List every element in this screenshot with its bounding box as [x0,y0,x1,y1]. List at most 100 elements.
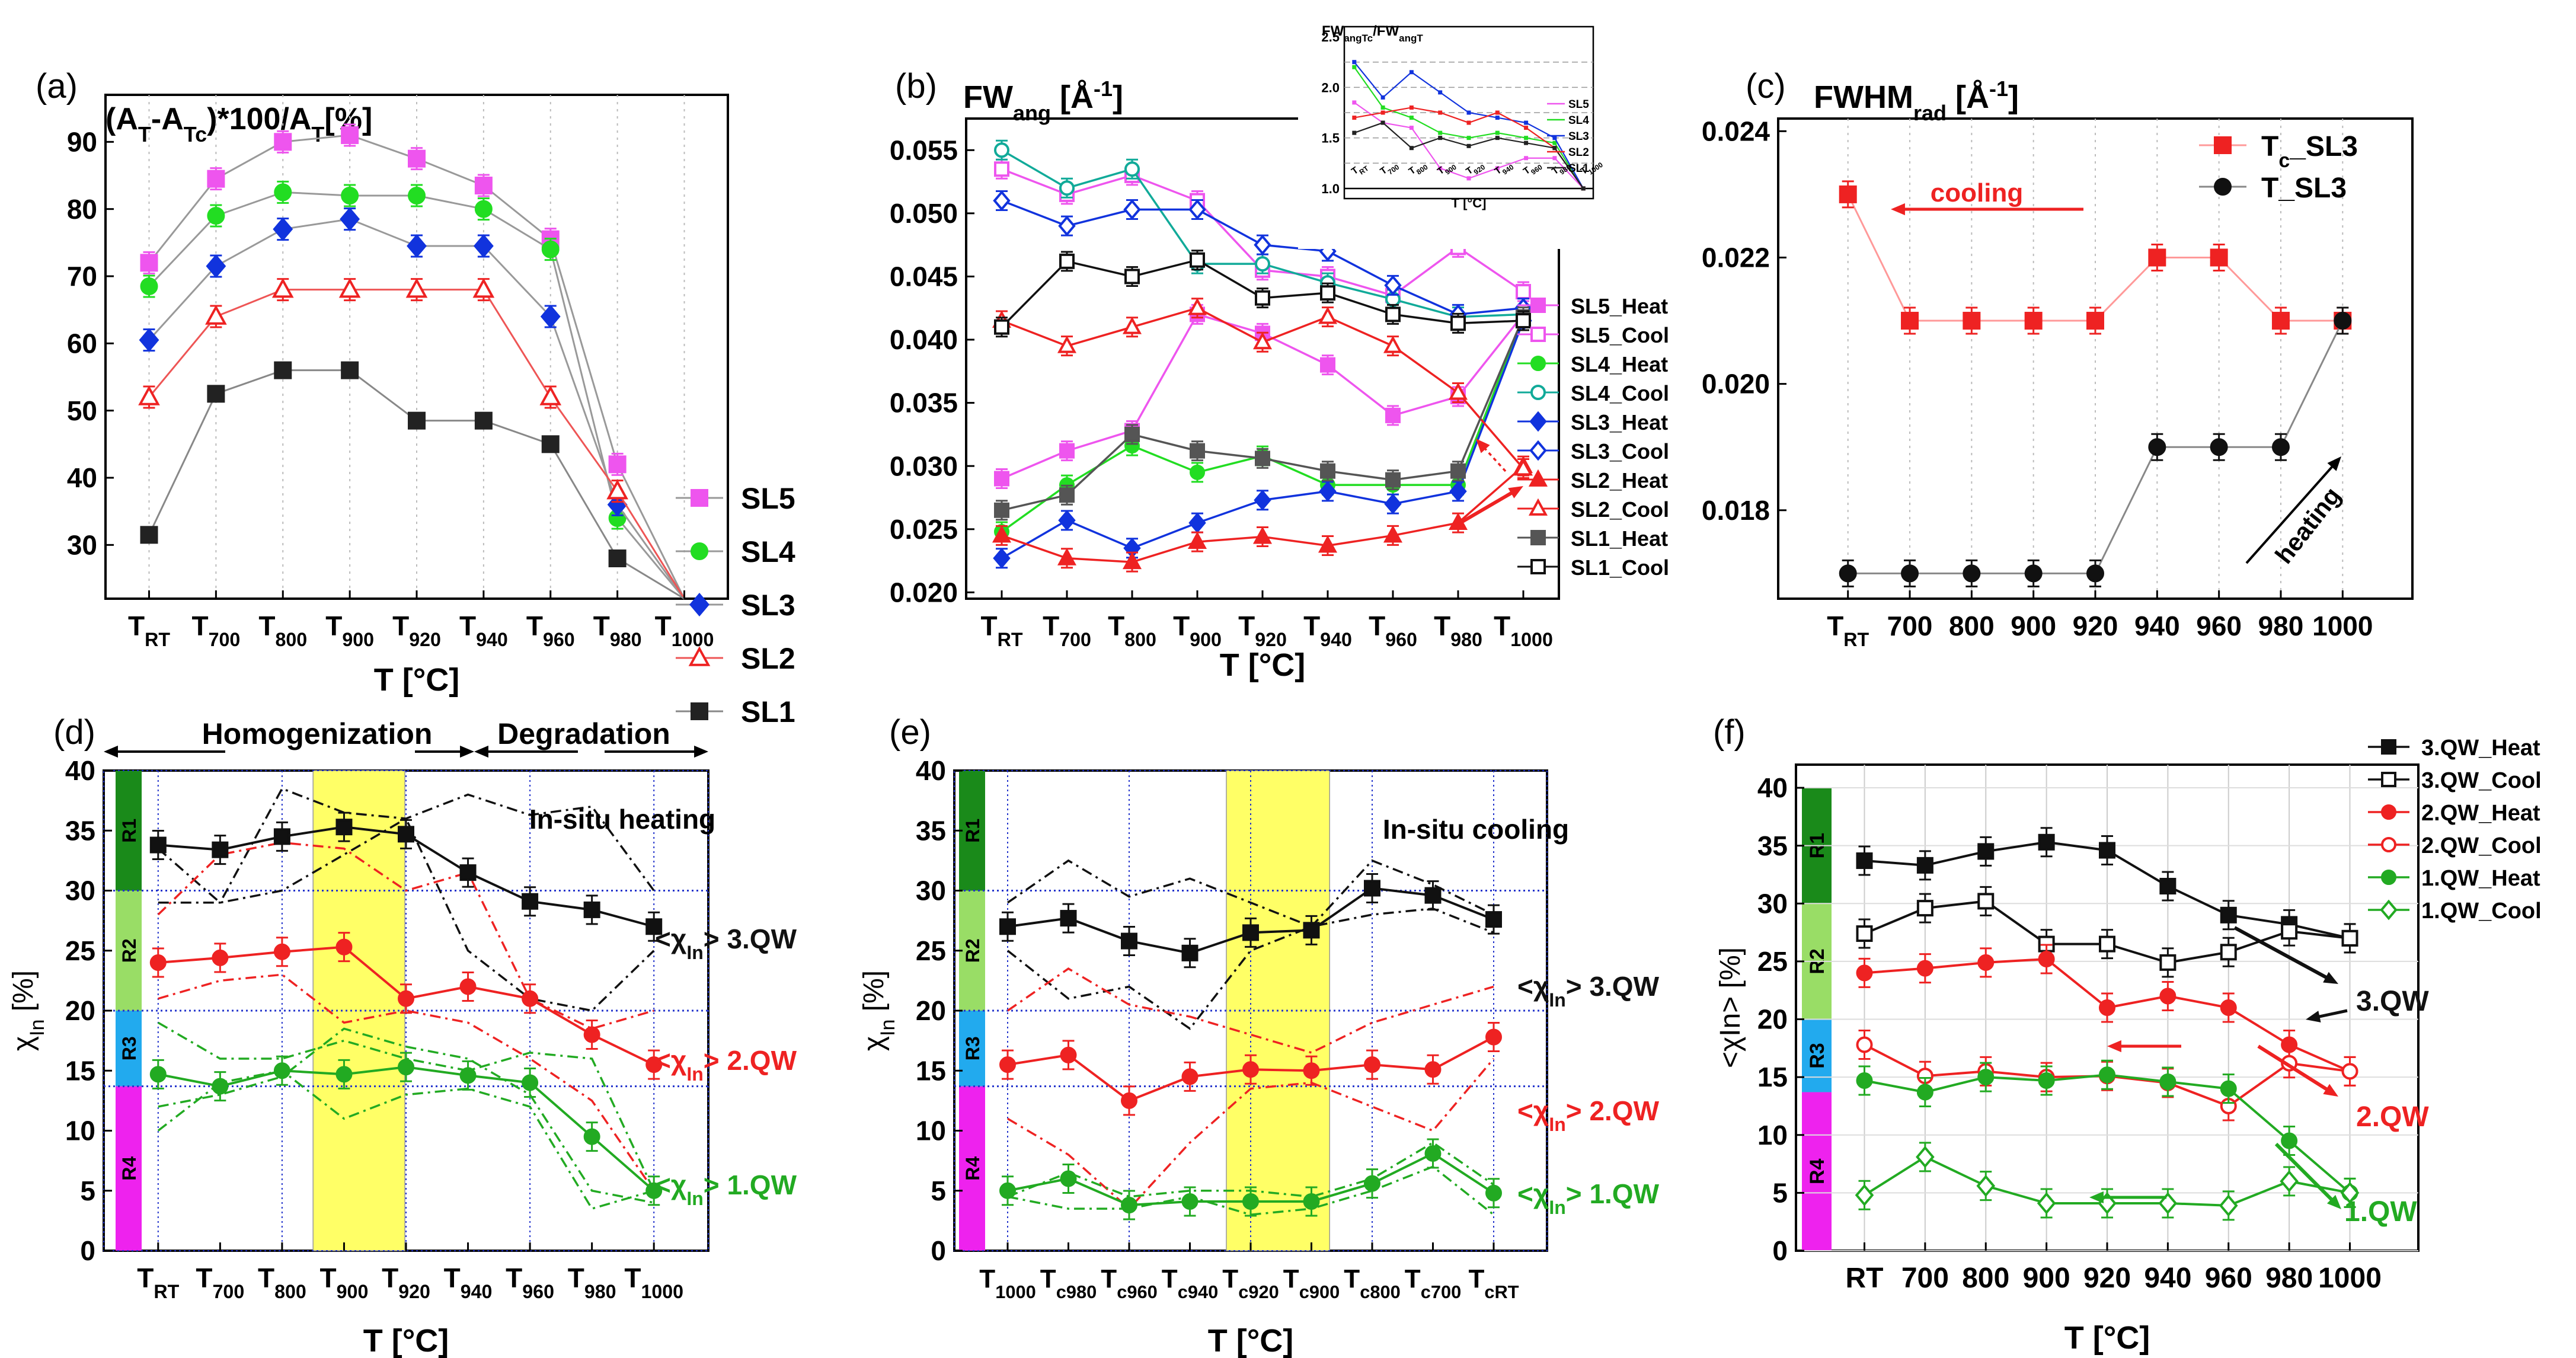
region-band-R4 [116,1086,142,1251]
x-tick-label: 980 [2265,1263,2313,1294]
arrow-red-dotted [1481,445,1507,472]
inset-point-SL1 [1552,146,1557,151]
y-tick-label: 35 [65,815,95,846]
x-tick-label: T700 [191,611,240,650]
inset-legend-label-SL1: SL1 [1568,162,1589,175]
data-point [149,954,167,971]
data-point-SL1_Heat [1059,487,1075,503]
data-point-SL3_Cool [1123,199,1141,220]
data-point-3.QW_Cool [2281,923,2298,940]
data-point-SL2 [539,385,562,405]
data-point [522,990,539,1007]
data-point-T_SL3 [2210,438,2228,456]
inset-y-tick-label: 1.0 [1321,181,1340,196]
y-tick-label: 5 [931,1175,946,1206]
data-point-SL1_Cool [1059,253,1075,269]
data-point-2.QW_Heat [1856,964,1873,982]
panel-e: (e) R1 R2 R3 R4 0 5 10 15 20 25 30 35 40 T1000 Tc980… [858,713,1660,1358]
inset-y-tick-label: 2.0 [1321,80,1340,95]
heating-arrow-head [2327,456,2341,471]
data-point-SL1_Cool [1450,315,1466,331]
x-tick-label: T920 [382,1263,430,1302]
legend-marker-SL2_Cool [1528,498,1548,516]
x-tick-label: Tc900 [1283,1264,1340,1302]
panel-d: (d) R1 R2 R3 R4 0 5 10 15 20 25 30 35 40 TRT T700 T80… [8,713,797,1358]
data-point-2.QW_Heat [2159,988,2177,1005]
y-tick-label: 10 [65,1116,95,1146]
legend-marker-1.QW_Cool [2380,899,2398,921]
data-point-SL3_Cool [1188,199,1206,220]
data-point-1.QW_Heat [2220,1080,2237,1097]
data-point [999,918,1016,935]
data-point-SL4 [341,187,359,205]
data-point-SL3 [540,305,561,328]
x-tick-label: 960 [2205,1263,2252,1294]
data-point-1.QW_Heat [1916,1084,1933,1101]
data-point [645,918,663,935]
x-tick-label: T1000 [1494,611,1553,650]
y-ticks-f: 0 5 10 15 20 25 30 35 40 [1757,772,1804,1266]
data-point-SL1_Heat [1190,443,1205,459]
data-point-SL1_Heat [994,502,1009,518]
data-point [1242,924,1259,941]
data-point-SL5 [274,133,292,151]
y-tick-label: 80 [67,194,97,225]
data-point-SL4_Heat [1190,464,1205,480]
inset-point-SL4 [1438,130,1443,135]
legend-label-SL5_Cool: SL5_Cool [1571,323,1669,347]
inset-point-SL5 [1352,100,1357,105]
inset-point-SL3 [1380,95,1385,100]
y-ticks-a: 30 40 50 60 70 80 90 [67,126,114,560]
y-tick-label: 90 [67,126,97,157]
data-point-1.QW_Cool [2219,1194,2238,1217]
series-label-2.QW: <χIn> 2.QW [1517,1095,1660,1135]
arrows-b [1451,439,1523,529]
legend-marker-SL1_Cool [1530,559,1546,574]
data-point [398,1059,414,1076]
x-tick-label: 800 [1962,1263,2009,1294]
y-tick-label: 25 [1757,946,1788,977]
data-point [522,1074,539,1091]
inset-point-SL3 [1524,120,1529,125]
x-tick-label: T1000 [655,611,714,650]
x-tick-label: 800 [1949,611,1995,641]
data-point-2.QW_Cool [1856,1036,1873,1053]
y-tick-label: 20 [916,995,946,1026]
region-band-R4 [1802,1092,1832,1251]
y-tick-label: 0.055 [890,135,958,165]
inset-point-SL1 [1524,140,1529,145]
x-tick-label: 900 [2023,1263,2070,1294]
data-point [999,1056,1016,1073]
data-point-SL5 [408,149,426,168]
series-a [138,123,685,600]
panel-label-e: (e) [889,713,931,752]
data-point-3.QW_Cool [2099,935,2115,953]
region-label-R3: R3 [119,1036,140,1060]
legend-label-SL3: SL3 [741,589,795,622]
data-point-SL3_Heat [1188,512,1206,533]
series-d [149,787,663,1210]
inset-legend-label-SL4: SL4 [1568,114,1589,127]
inset-point-SL1 [1495,136,1500,140]
data-point [1303,922,1320,939]
series-label-3qw: 3.QW [2356,986,2429,1017]
header-arrow-right-head [460,745,474,758]
arrows-f [2089,926,2348,1209]
y-tick-label: 20 [65,995,95,1026]
inset-point-SL2 [1495,110,1500,115]
x-tick-label: T980 [593,611,642,650]
region-band-R1 [959,771,985,891]
series-label-1.QW: <χIn> 1.QW [655,1170,797,1209]
data-point-SL2_Heat [1187,531,1207,549]
legend-marker-SL3_Cool [1529,440,1547,461]
inset-x-label: T [°C] [1452,196,1487,210]
data-point-T_c_SL3 [2148,248,2166,267]
region-label-R4: R4 [962,1156,983,1181]
data-point-SL3_Heat [993,548,1011,569]
data-point-3.QW_Heat [2159,878,2177,894]
legend-label-3.QW_Heat: 3.QW_Heat [2421,736,2540,761]
series-labels-d: <χIn> 3.QW <χIn> 2.QW <χIn> 1.QW [655,924,797,1209]
y-tick-label: 10 [916,1116,946,1146]
inset-series [1352,60,1586,191]
data-point-SL3_Cool [993,190,1011,211]
